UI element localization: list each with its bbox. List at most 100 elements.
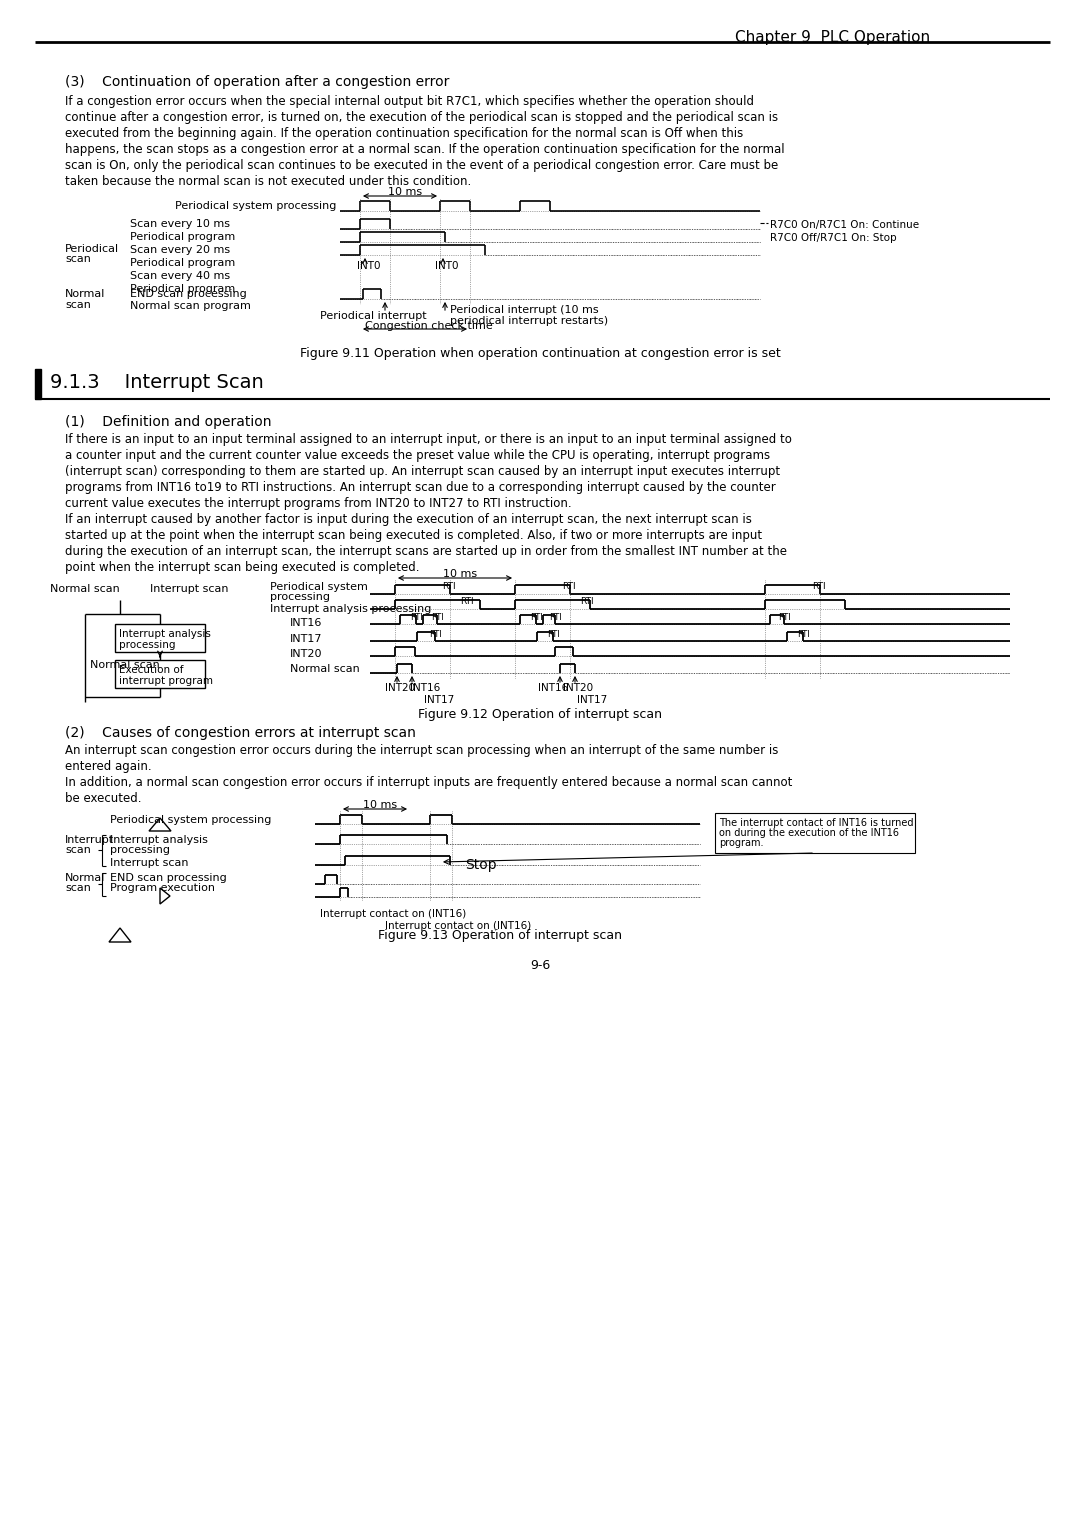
Text: happens, the scan stops as a congestion error at a normal scan. If the operation: happens, the scan stops as a congestion … [65, 144, 785, 156]
Text: Normal: Normal [65, 872, 106, 883]
Text: scan: scan [65, 883, 91, 892]
Text: RTI: RTI [812, 582, 825, 591]
Text: Normal: Normal [65, 289, 106, 299]
Text: scan: scan [65, 254, 91, 264]
Text: point when the interrupt scan being executed is completed.: point when the interrupt scan being exec… [65, 561, 419, 575]
Text: INT0: INT0 [357, 261, 380, 270]
Text: Periodical system processing: Periodical system processing [110, 814, 271, 825]
Text: Interrupt scan: Interrupt scan [150, 584, 229, 594]
Text: RTI: RTI [460, 597, 474, 607]
Text: RTI: RTI [546, 630, 559, 639]
Bar [715, 813, 915, 853]
Text: Periodical interrupt: Periodical interrupt [320, 312, 427, 321]
Text: INT20: INT20 [563, 683, 593, 694]
Text: Figure 9.11 Operation when operation continuation at congestion error is set: Figure 9.11 Operation when operation con… [299, 347, 781, 361]
Text: (3)    Continuation of operation after a congestion error: (3) Continuation of operation after a co… [65, 75, 449, 89]
Text: (1)    Definition and operation: (1) Definition and operation [65, 416, 271, 429]
Text: entered again.: entered again. [65, 759, 151, 773]
Text: Periodical program: Periodical program [130, 284, 235, 293]
Text: INT0: INT0 [435, 261, 459, 270]
Text: current value executes the interrupt programs from INT20 to INT27 to RTI instruc: current value executes the interrupt pro… [65, 497, 571, 510]
Text: Interrupt analysis: Interrupt analysis [110, 834, 207, 845]
Text: Periodical program: Periodical program [130, 258, 235, 267]
Text: scan: scan [65, 299, 91, 310]
Text: Normal scan: Normal scan [50, 584, 120, 594]
Text: be executed.: be executed. [65, 792, 141, 805]
Text: Periodical program: Periodical program [130, 232, 235, 241]
Text: scan is On, only the periodical scan continues to be executed in the event of a : scan is On, only the periodical scan con… [65, 159, 779, 173]
Text: Chapter 9  PLC Operation: Chapter 9 PLC Operation [735, 31, 930, 44]
Text: 9.1.3    Interrupt Scan: 9.1.3 Interrupt Scan [50, 373, 264, 393]
Text: If a congestion error occurs when the special internal output bit R7C1, which sp: If a congestion error occurs when the sp… [65, 95, 754, 108]
Text: program.: program. [719, 837, 764, 848]
Text: executed from the beginning again. If the operation continuation specification f: executed from the beginning again. If th… [65, 127, 743, 141]
Text: R7C0 On/R7C1 On: Continue: R7C0 On/R7C1 On: Continue [770, 220, 919, 231]
Text: Congestion check time: Congestion check time [365, 321, 492, 332]
Text: Scan every 10 ms: Scan every 10 ms [130, 219, 230, 229]
Text: RTI: RTI [530, 613, 543, 622]
Text: Figure 9.12 Operation of interrupt scan: Figure 9.12 Operation of interrupt scan [418, 707, 662, 721]
Text: interrupt program: interrupt program [119, 675, 213, 686]
Text: Periodical system: Periodical system [270, 582, 368, 591]
Text: An interrupt scan congestion error occurs during the interrupt scan processing w: An interrupt scan congestion error occur… [65, 744, 779, 756]
Text: Interrupt contact on (INT16): Interrupt contact on (INT16) [384, 921, 531, 931]
Text: RTI: RTI [549, 613, 562, 622]
Text: taken because the normal scan is not executed under this condition.: taken because the normal scan is not exe… [65, 176, 471, 188]
Text: Interrupt scan: Interrupt scan [110, 859, 189, 868]
Text: 10 ms: 10 ms [363, 801, 397, 810]
Text: END scan processing: END scan processing [130, 289, 246, 299]
Bar [35, 368, 41, 399]
Text: Normal scan program: Normal scan program [130, 301, 251, 312]
Text: RTI: RTI [797, 630, 810, 639]
Text: RTI: RTI [442, 582, 456, 591]
Text: INT16: INT16 [410, 683, 441, 694]
Text: during the execution of an interrupt scan, the interrupt scans are started up in: during the execution of an interrupt sca… [65, 545, 787, 558]
Text: INT17: INT17 [577, 695, 607, 704]
Text: a counter input and the current counter value exceeds the preset value while the: a counter input and the current counter … [65, 449, 770, 461]
Text: In addition, a normal scan congestion error occurs if interrupt inputs are frequ: In addition, a normal scan congestion er… [65, 776, 793, 788]
Text: 10 ms: 10 ms [388, 186, 422, 197]
Text: INT17: INT17 [424, 695, 455, 704]
Text: RTI: RTI [580, 597, 594, 607]
Text: Periodical system processing: Periodical system processing [175, 202, 336, 211]
Text: Normal scan: Normal scan [291, 665, 360, 674]
Text: INT20: INT20 [384, 683, 415, 694]
Text: R7C0 Off/R7C1 On: Stop: R7C0 Off/R7C1 On: Stop [770, 232, 896, 243]
Text: processing: processing [110, 845, 170, 856]
Bar [114, 623, 205, 652]
Text: continue after a congestion error, is turned on, the execution of the periodical: continue after a congestion error, is tu… [65, 112, 778, 124]
Bar [114, 660, 205, 688]
Text: processing: processing [270, 591, 330, 602]
Text: Program execution: Program execution [110, 883, 215, 892]
Text: RTI: RTI [431, 613, 444, 622]
Text: INT17: INT17 [291, 634, 323, 643]
Text: started up at the point when the interrupt scan being executed is completed. Als: started up at the point when the interru… [65, 529, 762, 542]
Text: INT20: INT20 [291, 649, 323, 659]
Text: Scan every 40 ms: Scan every 40 ms [130, 270, 230, 281]
Text: The interrupt contact of INT16 is turned: The interrupt contact of INT16 is turned [719, 817, 914, 828]
Text: Interrupt analysis processing: Interrupt analysis processing [270, 604, 431, 614]
Text: INT16: INT16 [291, 617, 322, 628]
Text: programs from INT16 to19 to RTI instructions. An interrupt scan due to a corresp: programs from INT16 to19 to RTI instruct… [65, 481, 775, 494]
Text: END scan processing: END scan processing [110, 872, 227, 883]
Text: RTI: RTI [429, 630, 442, 639]
Text: Interrupt: Interrupt [65, 834, 114, 845]
Text: periodical interrupt restarts): periodical interrupt restarts) [450, 316, 608, 325]
Text: Periodical interrupt (10 ms: Periodical interrupt (10 ms [450, 306, 598, 315]
Text: If an interrupt caused by another factor is input during the execution of an int: If an interrupt caused by another factor… [65, 513, 752, 526]
Text: Normal scan: Normal scan [90, 660, 160, 669]
Text: INT16: INT16 [538, 683, 568, 694]
Text: Scan every 20 ms: Scan every 20 ms [130, 244, 230, 255]
Text: (interrupt scan) corresponding to them are started up. An interrupt scan caused : (interrupt scan) corresponding to them a… [65, 465, 780, 478]
Text: Stop: Stop [465, 859, 497, 872]
Text: Execution of: Execution of [119, 665, 184, 675]
Text: 9-6: 9-6 [530, 960, 550, 972]
Text: 10 ms: 10 ms [443, 568, 477, 579]
Text: (2)    Causes of congestion errors at interrupt scan: (2) Causes of congestion errors at inter… [65, 726, 416, 740]
Text: scan: scan [65, 845, 91, 856]
Text: If there is an input to an input terminal assigned to an interrupt input, or the: If there is an input to an input termina… [65, 432, 792, 446]
Text: Periodical: Periodical [65, 244, 119, 254]
Text: RTI: RTI [410, 613, 422, 622]
Text: Interrupt analysis: Interrupt analysis [119, 630, 211, 639]
Text: RTI: RTI [562, 582, 576, 591]
